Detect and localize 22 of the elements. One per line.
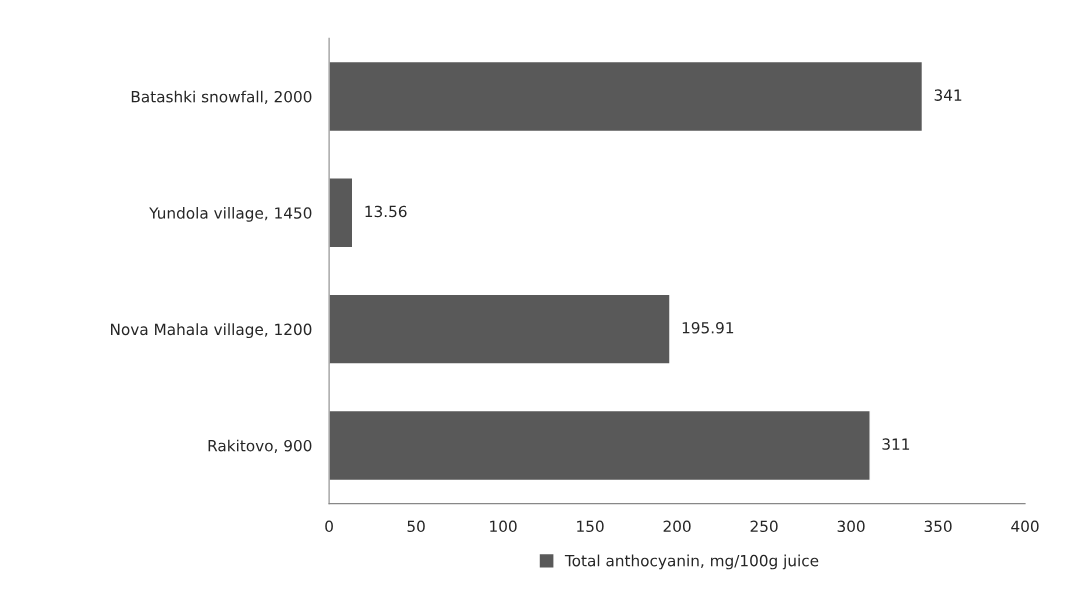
x-tick-label: 50 <box>407 520 425 533</box>
x-tick-label: 350 <box>924 520 952 533</box>
legend-label: Total anthocyanin, mg/100g juice <box>564 554 819 570</box>
x-tick-label: 400 <box>1011 520 1039 533</box>
y-tick-label: Nova Mahala village, 1200 <box>111 323 312 339</box>
x-tick-label: 100 <box>490 520 517 533</box>
y-tick-label: Batashki snowfall, 2000 <box>131 90 312 105</box>
x-tick-label: 300 <box>837 520 865 533</box>
bar <box>329 177 354 249</box>
x-tick-label: 150 <box>577 520 604 533</box>
data-label: 341 <box>934 89 962 101</box>
bar <box>329 293 671 365</box>
data-label: 195.91 <box>682 321 734 334</box>
bar <box>329 60 924 133</box>
data-label: 13.56 <box>365 205 407 218</box>
bar <box>329 409 871 482</box>
x-tick-label: 200 <box>663 520 691 533</box>
data-label: 311 <box>882 438 910 450</box>
y-tick-label: Rakitovo, 900 <box>208 439 312 454</box>
x-tick-label: 250 <box>750 520 778 533</box>
y-tick-label: Yundola village, 1450 <box>149 206 312 222</box>
x-tick-label: 0 <box>325 520 333 533</box>
